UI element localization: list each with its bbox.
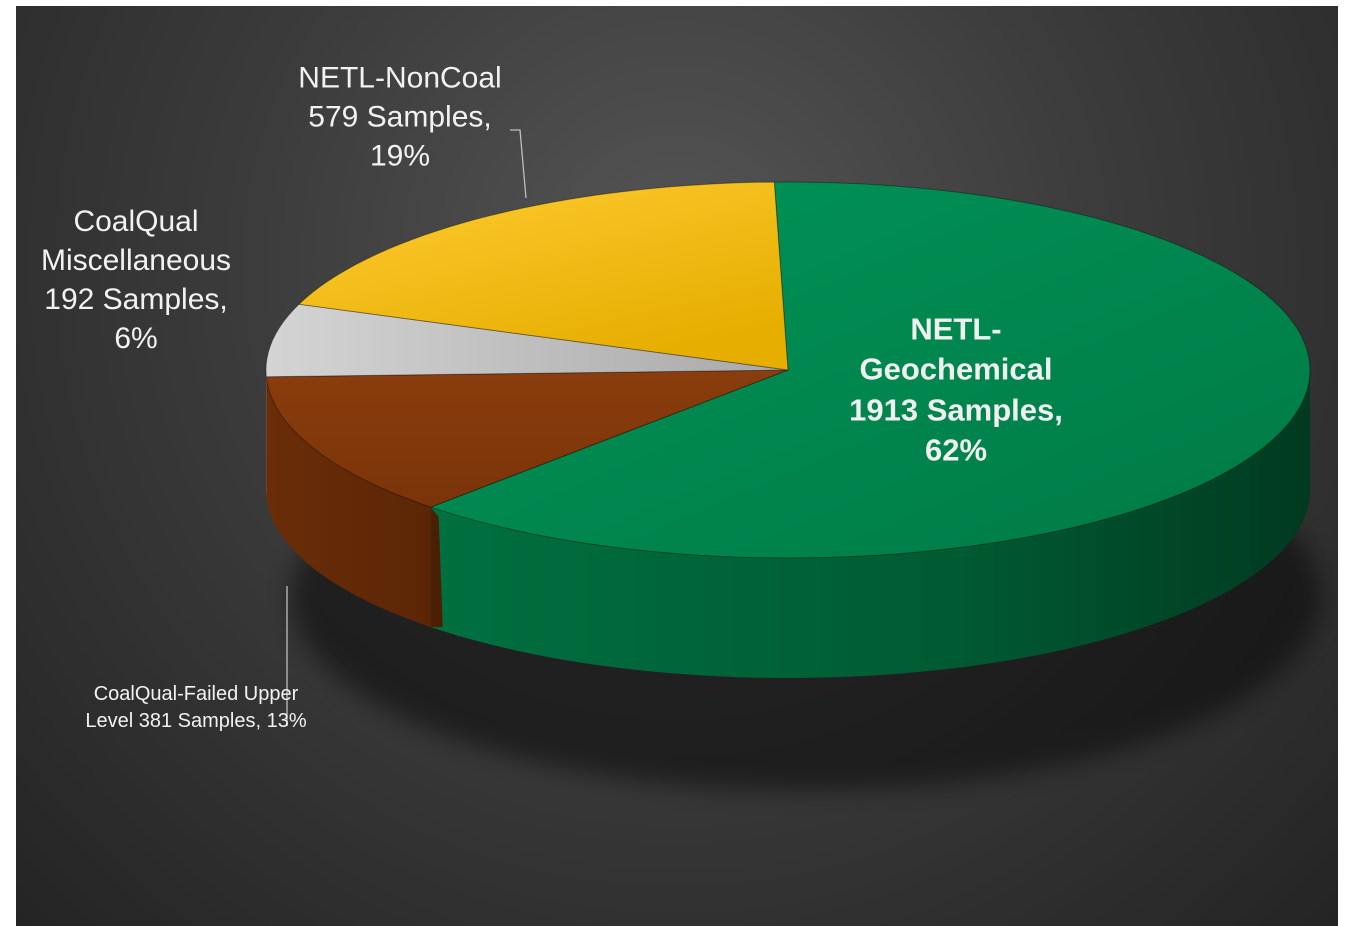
data-label-netl-noncoal: NETL-NonCoal 579 Samples, 19% — [298, 59, 501, 176]
pie-side-netl-geochemical — [430, 370, 1310, 678]
pie-slice-netl-noncoal — [297, 181, 789, 371]
label-line: 192 Samples, — [44, 283, 228, 316]
pie-tops — [265, 181, 1311, 559]
data-label-coalqual-misc: CoalQual Miscellaneous 192 Samples, 6% — [41, 202, 231, 358]
data-label-netl-geochemical: NETL- Geochemical 1913 Samples, 62% — [849, 309, 1063, 470]
label-line: 19% — [369, 139, 431, 173]
label-line: 6% — [114, 322, 158, 355]
pie-slice-coalqual-failed — [265, 369, 789, 508]
label-line: 1913 Samples, — [849, 392, 1063, 427]
data-label-coalqual-failed: CoalQual-Failed Upper Level 381 Samples,… — [85, 681, 306, 735]
label-line: Miscellaneous — [40, 244, 232, 277]
label-line: 579 Samples, — [308, 100, 492, 134]
label-line: NETL- — [910, 311, 1002, 347]
label-line: NETL-NonCoal — [298, 61, 502, 95]
pie-side-coalqual-failed — [266, 376, 431, 628]
pie-slice-coalqual-misc — [265, 303, 789, 378]
pie-slice-netl-geochemical — [429, 181, 1311, 559]
leader-line-netl-noncoal — [510, 129, 527, 199]
pie-cut-face — [430, 507, 443, 628]
leader-lines — [286, 129, 527, 726]
label-line: Geochemical — [859, 351, 1053, 387]
label-line: CoalQual — [73, 205, 199, 238]
pie-sides — [266, 370, 1310, 678]
pie-chart — [265, 129, 1321, 791]
label-line: 62% — [924, 432, 988, 468]
label-line: CoalQual-Failed Upper — [93, 683, 299, 705]
label-line: Level 381 Samples, 13% — [85, 710, 307, 732]
chart-area: NETL- Geochemical 1913 Samples, 62% NETL… — [16, 6, 1338, 926]
